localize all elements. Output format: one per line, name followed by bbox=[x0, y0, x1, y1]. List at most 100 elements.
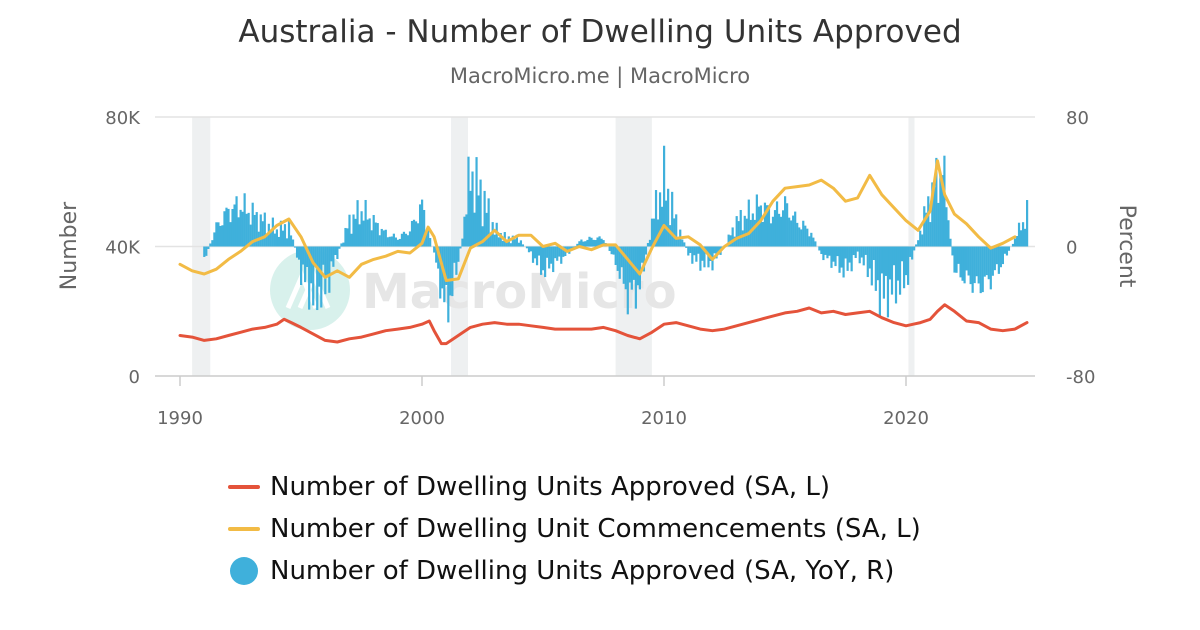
yoy-bar-112 bbox=[429, 238, 432, 247]
yoy-bar-322 bbox=[852, 246, 855, 256]
yoy-bar-398 bbox=[1005, 246, 1009, 256]
yoy-bar-186 bbox=[578, 241, 581, 247]
yoy-bar-194 bbox=[594, 240, 597, 247]
yoy-bar-244 bbox=[695, 246, 698, 262]
yoy-bar-337 bbox=[882, 246, 886, 299]
yoy-bar-201 bbox=[608, 246, 611, 251]
yoy-bar-375 bbox=[959, 246, 962, 278]
yoy-bar-214 bbox=[634, 246, 637, 309]
yoy-bar-248 bbox=[703, 246, 706, 268]
yoy-bar-369 bbox=[947, 220, 950, 247]
yoy-bar-21 bbox=[245, 213, 248, 247]
yoy-bar-135 bbox=[475, 157, 478, 247]
series-yoy-bars bbox=[203, 145, 1029, 323]
yoy-bar-347 bbox=[902, 246, 906, 289]
yoy-bar-107 bbox=[418, 204, 422, 247]
yoy-bar-196 bbox=[598, 236, 601, 247]
yoy-bar-323 bbox=[854, 246, 857, 259]
yoy-bar-298 bbox=[804, 225, 807, 247]
yoy-bar-121 bbox=[447, 246, 450, 323]
yoy-bar-190 bbox=[586, 239, 589, 247]
yoy-bar-351 bbox=[911, 246, 914, 260]
yoy-bar-357 bbox=[923, 206, 926, 247]
yoy-bar-49 bbox=[302, 246, 305, 265]
yoy-bar-401 bbox=[1011, 243, 1015, 247]
yoy-bar-3 bbox=[209, 243, 212, 247]
legend-item-commencements[interactable]: Number of Dwelling Unit Commencements (S… bbox=[228, 508, 921, 550]
yoy-bar-0 bbox=[203, 246, 206, 257]
yoy-bar-80 bbox=[364, 199, 367, 247]
yoy-bar-35 bbox=[273, 233, 276, 247]
yoy-bar-91 bbox=[386, 237, 389, 247]
yoy-bar-62 bbox=[328, 246, 331, 293]
yoy-bar-325 bbox=[858, 246, 861, 264]
yoy-bar-97 bbox=[398, 238, 402, 247]
yoy-bar-296 bbox=[800, 229, 803, 247]
yoy-bar-233 bbox=[673, 218, 676, 247]
yoy-bar-217 bbox=[640, 246, 644, 263]
yoy-bar-100 bbox=[404, 233, 408, 247]
yoy-bar-391 bbox=[991, 246, 994, 276]
yoy-bar-330 bbox=[868, 246, 871, 269]
yoy-bar-52 bbox=[308, 246, 311, 310]
yoy-bar-156 bbox=[517, 242, 520, 247]
yoy-bar-122 bbox=[449, 246, 452, 296]
yoy-bar-297 bbox=[802, 220, 805, 247]
yoy-bar-333 bbox=[874, 246, 877, 291]
yoy-bar-280 bbox=[767, 205, 771, 247]
yoy-bar-125 bbox=[455, 246, 458, 275]
yoy-bar-72 bbox=[348, 214, 351, 247]
legend-swatch-yoy-dot bbox=[230, 557, 258, 585]
yoy-bar-145 bbox=[495, 222, 498, 247]
yoy-bar-396 bbox=[1001, 246, 1004, 265]
yoy-bar-215 bbox=[636, 246, 639, 286]
yoy-bar-306 bbox=[820, 246, 823, 255]
yoy-bar-83 bbox=[370, 230, 373, 247]
yoy-bar-33 bbox=[269, 230, 272, 247]
yoy-bar-379 bbox=[967, 246, 970, 276]
yoy-bar-329 bbox=[866, 246, 869, 278]
yoy-bar-106 bbox=[416, 223, 420, 247]
legend-item-approved[interactable]: Number of Dwelling Units Approved (SA, L… bbox=[228, 466, 921, 508]
series-line-0 bbox=[178, 303, 1029, 346]
y-left-axis-title: Number bbox=[57, 201, 82, 290]
yoy-bar-341 bbox=[890, 246, 894, 295]
yoy-bar-59 bbox=[322, 246, 325, 265]
yoy-bar-22 bbox=[247, 212, 250, 247]
yoy-bar-128 bbox=[461, 238, 464, 247]
yoy-bar-138 bbox=[481, 226, 484, 247]
yoy-bar-98 bbox=[400, 233, 404, 247]
yoy-bar-231 bbox=[669, 225, 672, 247]
yoy-bar-229 bbox=[665, 200, 668, 247]
yoy-bar-331 bbox=[870, 246, 873, 286]
yoy-bar-335 bbox=[878, 246, 881, 316]
y-right-axis-title: Percent bbox=[1114, 205, 1139, 288]
yoy-bar-51 bbox=[306, 246, 309, 267]
yoy-bar-346 bbox=[900, 246, 904, 262]
yoy-bar-315 bbox=[838, 246, 841, 273]
y-left-tick-label-1: 40K bbox=[105, 238, 141, 259]
yoy-bar-203 bbox=[612, 246, 615, 255]
yoy-bar-124 bbox=[453, 246, 456, 263]
yoy-bar-249 bbox=[705, 246, 708, 254]
yoy-bar-385 bbox=[979, 246, 982, 294]
yoy-bar-86 bbox=[376, 223, 379, 247]
yoy-bar-43 bbox=[289, 235, 293, 247]
yoy-bar-260 bbox=[727, 234, 730, 247]
yoy-bar-192 bbox=[590, 237, 593, 247]
yoy-bar-294 bbox=[796, 222, 799, 247]
yoy-bar-17 bbox=[237, 217, 240, 247]
yoy-bar-404 bbox=[1017, 222, 1021, 247]
yoy-bar-319 bbox=[846, 246, 849, 271]
yoy-bar-116 bbox=[437, 246, 440, 269]
yoy-bar-349 bbox=[907, 246, 910, 285]
yoy-bar-232 bbox=[671, 191, 674, 247]
yoy-bar-320 bbox=[848, 246, 851, 263]
legend-item-yoy[interactable]: Number of Dwelling Units Approved (SA, Y… bbox=[228, 550, 921, 592]
yoy-bar-13 bbox=[229, 222, 232, 247]
yoy-bar-277 bbox=[761, 221, 765, 247]
yoy-bar-23 bbox=[249, 224, 252, 247]
yoy-bar-175 bbox=[556, 246, 559, 261]
yoy-bar-228 bbox=[663, 145, 666, 247]
